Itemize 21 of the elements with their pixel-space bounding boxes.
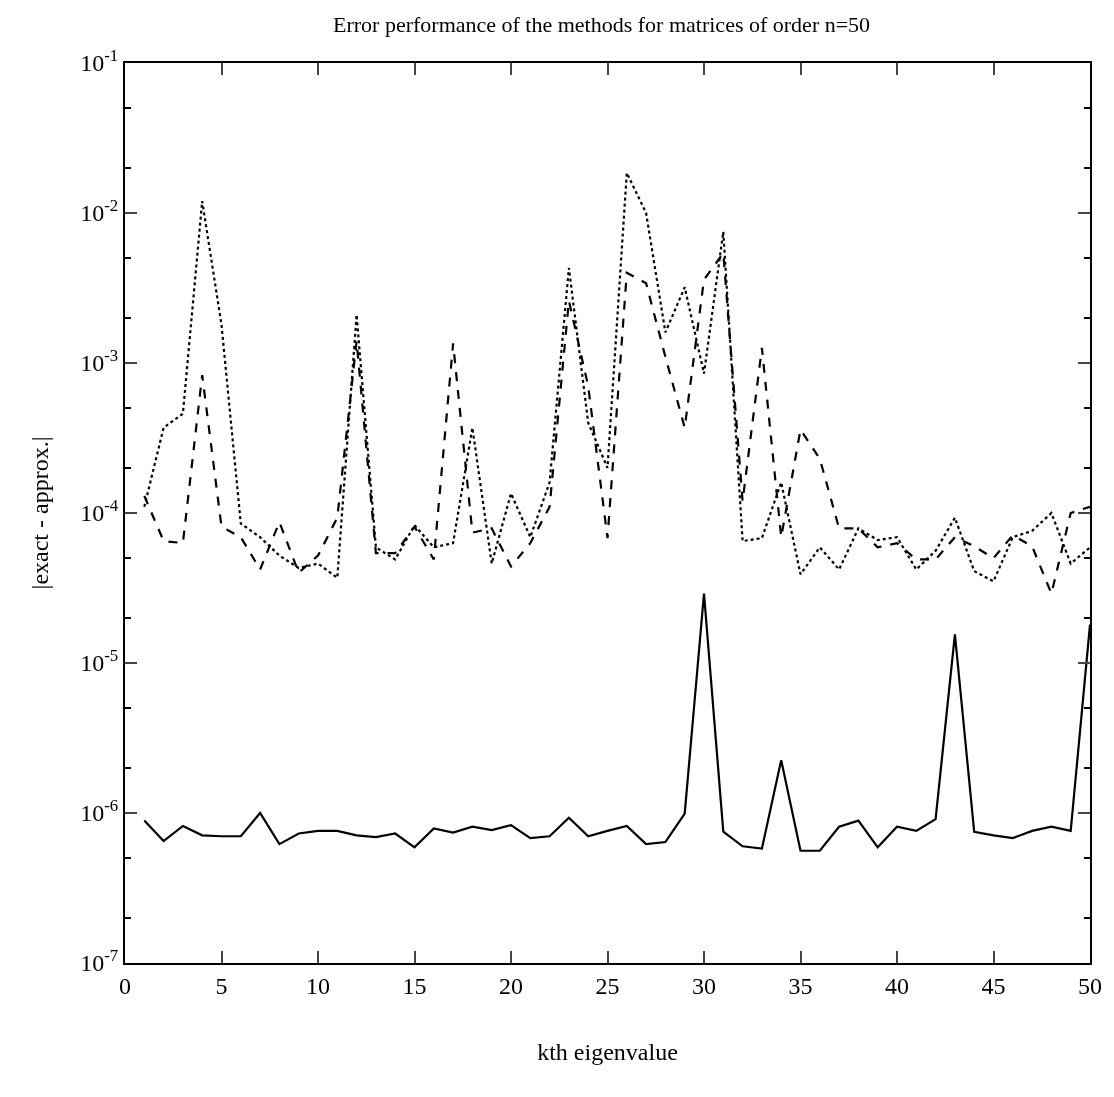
chart-title: Error performance of the methods for matrices of order n=50	[332, 11, 871, 37]
y-tick-label: 10$^{-3}$	[80, 346, 119, 377]
x-tick-label: 50	[1078, 972, 1102, 999]
x-tick-label: 45	[981, 972, 1006, 999]
x-tick-label: 25	[595, 972, 620, 999]
y-tick-label: 10$^{-4}$	[80, 496, 119, 527]
x-tick-label: 20	[499, 972, 523, 999]
x-tick-label: 0	[119, 972, 131, 999]
x-axis-title: kth eigenvalue	[537, 1038, 678, 1065]
y-tick-label: 10$^{-1}$	[80, 46, 119, 77]
y-tick-label: 10$^{-6}$	[80, 796, 119, 827]
y-tick-label: 10$^{-5}$	[80, 646, 119, 677]
y-tick-label: 10$^{-2}$	[80, 196, 119, 227]
x-tick-label: 5	[215, 972, 228, 999]
x-tick-label: 40	[885, 972, 909, 999]
y-axis-title: |exact - approx.|	[26, 436, 53, 590]
x-tick-label: 30	[692, 972, 716, 999]
x-tick-label: 35	[788, 972, 813, 999]
y-tick-label: 10$^{-7}$	[80, 946, 119, 977]
x-tick-label: 15	[402, 972, 427, 999]
x-tick-label: 10	[306, 972, 330, 999]
